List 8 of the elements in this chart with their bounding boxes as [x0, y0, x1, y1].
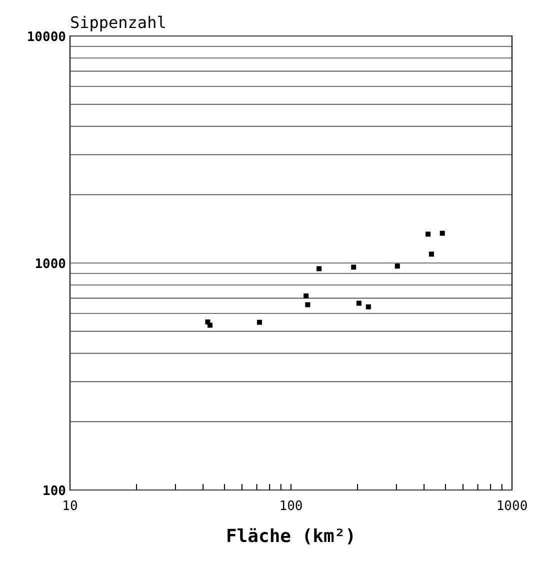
y-tick-label: 1000	[34, 257, 66, 272]
x-tick-label: 10	[62, 499, 78, 514]
x-axis-title: Fläche (km²)	[226, 526, 356, 547]
x-tick-label: 100	[279, 499, 303, 514]
y-axis-title: Sippenzahl	[70, 13, 166, 32]
x-tick-label: 1000	[496, 499, 528, 514]
y-tick-label: 10000	[26, 30, 66, 45]
y-tick-label: 100	[42, 484, 66, 499]
